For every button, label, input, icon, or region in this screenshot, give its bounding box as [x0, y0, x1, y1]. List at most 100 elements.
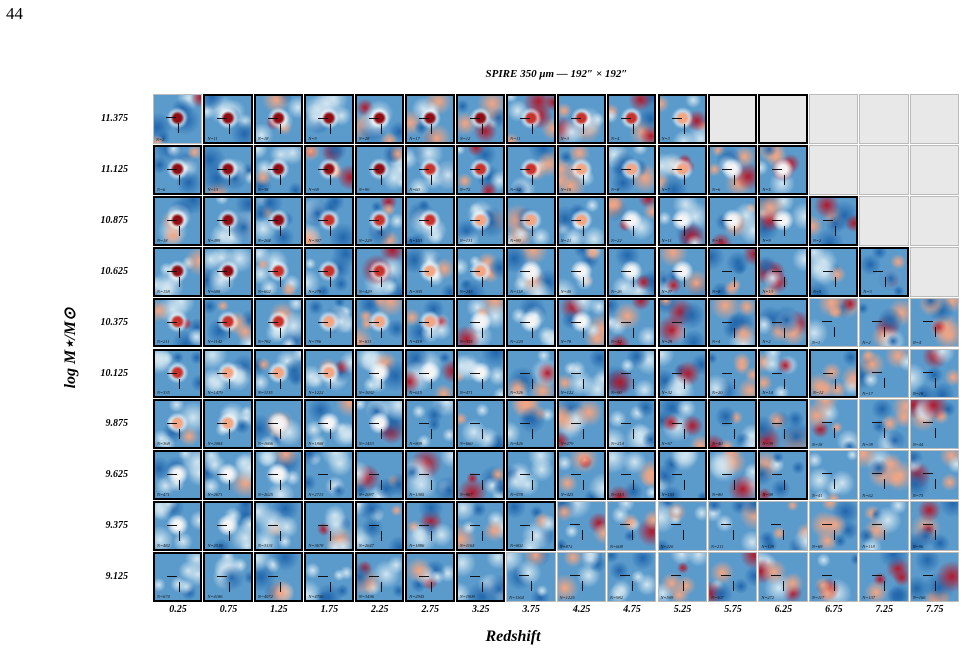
crosshair-v	[582, 480, 584, 491]
crosshair-v	[481, 327, 483, 338]
stamp: N=204	[253, 195, 304, 246]
stamp: N=1305	[405, 450, 455, 501]
crosshair-v	[934, 428, 936, 439]
crosshair-v	[431, 429, 433, 440]
crosshair-h	[419, 423, 430, 425]
stamp: N=887	[455, 450, 506, 501]
column-label: 1.75	[320, 604, 339, 615]
crosshair-h	[621, 270, 632, 272]
count-label: N=1909	[459, 593, 475, 599]
stamp: N=1164	[455, 501, 506, 552]
y-label: log M⋆/M⊙	[62, 307, 79, 389]
count-label: N=1222	[308, 390, 324, 396]
stamp: N=137	[859, 552, 909, 602]
count-label: N=872	[559, 544, 573, 550]
count-label: N=3	[863, 288, 872, 294]
stamp: N=4	[909, 297, 960, 348]
crosshair-v	[784, 429, 786, 440]
stamp: N=69	[304, 144, 354, 195]
crosshair-v	[884, 428, 886, 439]
count-label: N=796	[308, 339, 322, 345]
crosshair-v	[431, 124, 433, 134]
crosshair-h	[721, 321, 732, 323]
crosshair-v	[330, 582, 332, 593]
stamp: N=482	[153, 501, 203, 552]
crosshair-v	[733, 378, 735, 389]
column-label: 0.25	[169, 604, 187, 615]
stamp: N=18	[253, 94, 304, 144]
stamp: N=872	[556, 501, 607, 552]
stamp: N=40	[556, 246, 607, 297]
count-label: N=29	[661, 339, 673, 345]
crosshair-h	[520, 321, 531, 323]
crosshair-v	[481, 582, 483, 593]
crosshair-v	[732, 530, 734, 541]
crosshair-h	[368, 270, 379, 272]
stamp: N=1666	[253, 399, 304, 450]
crosshair-h	[621, 168, 632, 170]
count-label: N=429	[358, 288, 372, 294]
count-label: N=18	[257, 135, 269, 141]
count-label: N=3	[560, 135, 569, 141]
crosshair-h	[872, 320, 883, 322]
crosshair-h	[771, 575, 782, 577]
crosshair-v	[582, 276, 584, 287]
crosshair-h	[318, 423, 329, 425]
stamp: N=5	[808, 246, 859, 297]
count-label: N=499	[207, 237, 221, 243]
stamp: N=47	[657, 246, 707, 297]
count-label: N=220	[510, 339, 523, 345]
crosshair-v	[229, 124, 231, 134]
count-label: N=509	[660, 594, 674, 600]
crosshair-v	[229, 378, 231, 389]
count-label: N=326	[510, 390, 523, 396]
stamp: N=41	[808, 450, 859, 501]
crosshair-v	[532, 124, 534, 134]
stamp: N=2	[758, 297, 808, 348]
count-label: N=18	[811, 442, 823, 448]
stamp: N=69	[808, 501, 859, 552]
count-label: N=22	[611, 237, 622, 243]
stamp: N=1164	[506, 552, 556, 602]
crosshair-v	[431, 378, 433, 389]
count-label: N=153	[409, 237, 423, 243]
crosshair-h	[267, 270, 278, 272]
crosshair-v	[683, 480, 685, 491]
stamp: N=9	[758, 195, 808, 246]
stamp: N=20	[707, 348, 758, 399]
count-label: N=8	[611, 186, 620, 192]
crosshair-v	[179, 225, 180, 236]
crosshair-h	[821, 473, 832, 475]
crosshair-v	[582, 174, 584, 185]
stamp: N=1453	[354, 399, 405, 450]
stamp: N=4	[607, 94, 657, 144]
stamp: N=1886	[405, 501, 455, 552]
count-label: N=2	[762, 339, 771, 345]
count-label: N=305	[409, 288, 423, 294]
crosshair-v	[279, 327, 281, 338]
crosshair-h	[721, 168, 732, 170]
count-label: N=2	[812, 237, 822, 243]
column-label: 2.75	[421, 604, 440, 615]
stamp: N=279	[556, 399, 607, 450]
crosshair-v	[632, 530, 634, 541]
stamp: N=7	[657, 144, 707, 195]
stamp: N=62	[859, 450, 909, 501]
column-label: 4.75	[623, 604, 641, 615]
row-label: 9.875	[105, 418, 129, 430]
count-label: N=204	[257, 237, 271, 243]
stamp: N=4072	[253, 552, 304, 602]
count-label: N=2671	[207, 492, 223, 498]
column-label: 6.75	[825, 604, 843, 615]
count-label: N=69	[308, 186, 319, 192]
stamp: N=5	[758, 144, 808, 195]
crosshair-v	[633, 174, 635, 185]
crosshair-v	[784, 378, 786, 389]
crosshair-v	[884, 530, 886, 541]
crosshair-h	[721, 474, 732, 476]
crosshair-h	[469, 576, 480, 578]
stamp: N=4	[707, 297, 758, 348]
count-label: N=1886	[409, 543, 425, 549]
count-label: N=32	[510, 186, 521, 192]
